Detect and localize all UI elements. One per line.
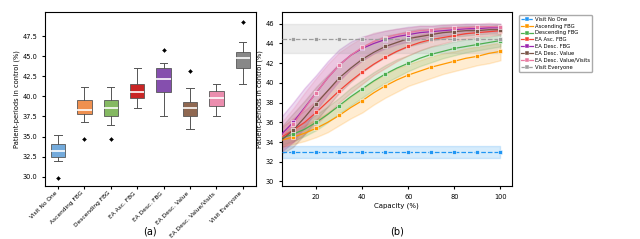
PathPatch shape xyxy=(77,100,92,114)
Legend: Visit No One, Ascending FBG, Descending FBG, EA Asc. FBG, EA Desc. FBG, EA Desc.: Visit No One, Ascending FBG, Descending … xyxy=(519,15,592,72)
PathPatch shape xyxy=(209,91,223,106)
Text: (b): (b) xyxy=(390,226,404,236)
X-axis label: Capacity (%): Capacity (%) xyxy=(374,203,419,209)
PathPatch shape xyxy=(183,102,197,116)
Y-axis label: Patient-periods in control (%): Patient-periods in control (%) xyxy=(256,50,262,148)
Y-axis label: Patient-periods in control (%): Patient-periods in control (%) xyxy=(13,50,19,148)
PathPatch shape xyxy=(51,144,65,157)
Text: (a): (a) xyxy=(143,226,157,236)
PathPatch shape xyxy=(130,84,145,98)
PathPatch shape xyxy=(104,100,118,116)
PathPatch shape xyxy=(156,68,171,92)
PathPatch shape xyxy=(236,52,250,68)
